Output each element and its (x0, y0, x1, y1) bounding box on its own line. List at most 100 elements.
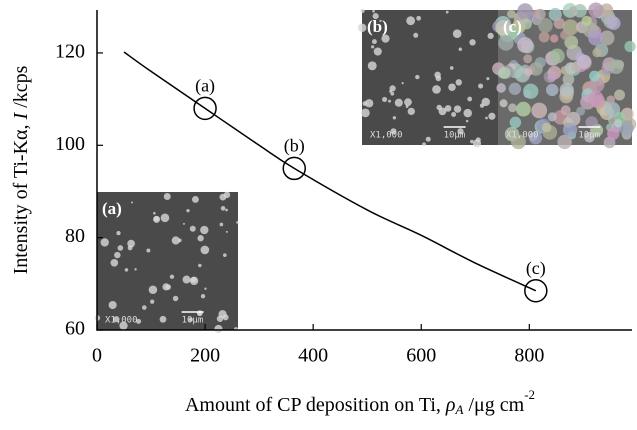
grain (508, 82, 522, 95)
grain (550, 34, 559, 43)
curve (123, 51, 537, 292)
y-label-text: Intensity of Ti-Kα, (10, 119, 32, 274)
inset: (b) X1,000 10μm (357, 8, 498, 148)
grain (537, 18, 553, 33)
grain (510, 134, 526, 150)
grain (163, 193, 171, 201)
y-tick-label: 100 (55, 133, 85, 155)
grain (200, 294, 206, 299)
grain (225, 208, 228, 212)
grain (517, 37, 534, 53)
grain (119, 321, 128, 330)
grain (564, 35, 579, 50)
grain (520, 18, 532, 30)
grain (619, 121, 634, 136)
grain (127, 245, 133, 251)
grain (130, 201, 134, 204)
grain (499, 99, 508, 108)
grain (389, 85, 396, 92)
grain (487, 32, 494, 40)
grain (562, 73, 575, 86)
grain (189, 225, 196, 232)
grain (413, 32, 419, 38)
grain (478, 83, 484, 89)
grain (481, 97, 490, 107)
grain (584, 132, 595, 143)
grain (529, 62, 543, 76)
grain (624, 40, 636, 53)
grain (422, 142, 426, 147)
grain (390, 128, 397, 135)
annotation: (c) (526, 258, 546, 279)
grain (455, 79, 462, 86)
grain (553, 17, 565, 30)
grain (365, 99, 374, 108)
grain (496, 83, 506, 93)
grain (541, 122, 552, 133)
grain (457, 128, 464, 135)
grain (388, 99, 391, 103)
grain (188, 317, 193, 322)
grain (198, 263, 202, 268)
grain (599, 30, 615, 46)
grain (465, 119, 469, 123)
grain (560, 65, 570, 75)
grain (136, 318, 142, 324)
inset-label: (a) (102, 199, 122, 218)
grain (182, 222, 185, 225)
grain (559, 82, 574, 97)
grain (495, 20, 511, 36)
grain (566, 111, 581, 127)
grain (451, 112, 457, 118)
grain (606, 16, 621, 31)
grain (416, 15, 422, 21)
grain (545, 83, 559, 97)
grain (589, 70, 600, 82)
grain (470, 139, 474, 144)
grain (568, 6, 578, 15)
inset-magnification: X1,000 (506, 131, 539, 141)
grain (162, 283, 170, 291)
inset-scale: 10μm (444, 131, 466, 141)
grain (614, 119, 623, 128)
grain (160, 213, 170, 223)
grain (390, 91, 395, 96)
grain (529, 131, 543, 145)
marker (524, 279, 548, 303)
grain (200, 225, 209, 235)
x-axis-label: Amount of CP deposition on Ti, ρA /μg cm… (185, 387, 535, 417)
grain (141, 305, 147, 310)
grain (197, 311, 202, 316)
y-label-symbol: I (10, 111, 32, 120)
grain (453, 105, 462, 113)
grain (508, 103, 517, 113)
grain (517, 3, 534, 20)
x-label-exponent: -2 (524, 387, 535, 402)
grain (592, 48, 602, 58)
x-tick-label: 0 (92, 345, 102, 367)
grain (169, 274, 175, 279)
grain (534, 8, 546, 20)
grain (548, 7, 562, 22)
inset-magnification: X1,000 (105, 316, 138, 326)
grain (150, 299, 155, 304)
grain (434, 71, 441, 79)
grain (538, 31, 550, 43)
grain (394, 98, 403, 107)
grain (148, 285, 158, 295)
x-tick-label: 200 (190, 345, 220, 367)
grain (134, 268, 137, 271)
grain (197, 235, 204, 242)
grain (381, 34, 390, 43)
grain (404, 98, 412, 107)
grain (444, 105, 452, 112)
grain (407, 107, 415, 116)
grain (524, 67, 533, 77)
grain (204, 287, 207, 290)
grain (516, 101, 531, 117)
grain (486, 77, 490, 81)
grain (509, 116, 522, 129)
grain (110, 258, 119, 267)
grain (599, 3, 614, 17)
